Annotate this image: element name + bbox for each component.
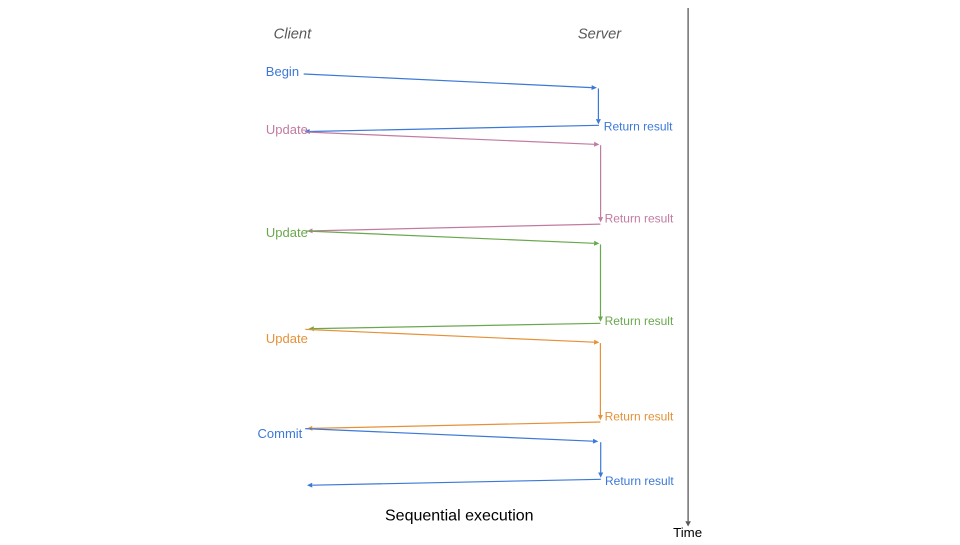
svg-text:Return result: Return result (605, 314, 674, 328)
svg-text:Update: Update (266, 122, 308, 137)
svg-text:Sequential execution: Sequential execution (385, 508, 534, 525)
svg-text:Update: Update (266, 225, 308, 240)
svg-text:Return result: Return result (605, 410, 674, 424)
svg-text:Update: Update (266, 331, 308, 346)
svg-text:Return result: Return result (605, 474, 674, 488)
svg-text:Begin: Begin (266, 64, 299, 79)
svg-text:Time: Time (673, 525, 702, 540)
svg-text:Commit: Commit (258, 426, 303, 441)
svg-text:Client: Client (274, 27, 312, 43)
svg-text:Return result: Return result (605, 211, 674, 225)
svg-text:Return result: Return result (604, 120, 673, 134)
svg-text:Server: Server (578, 27, 622, 43)
